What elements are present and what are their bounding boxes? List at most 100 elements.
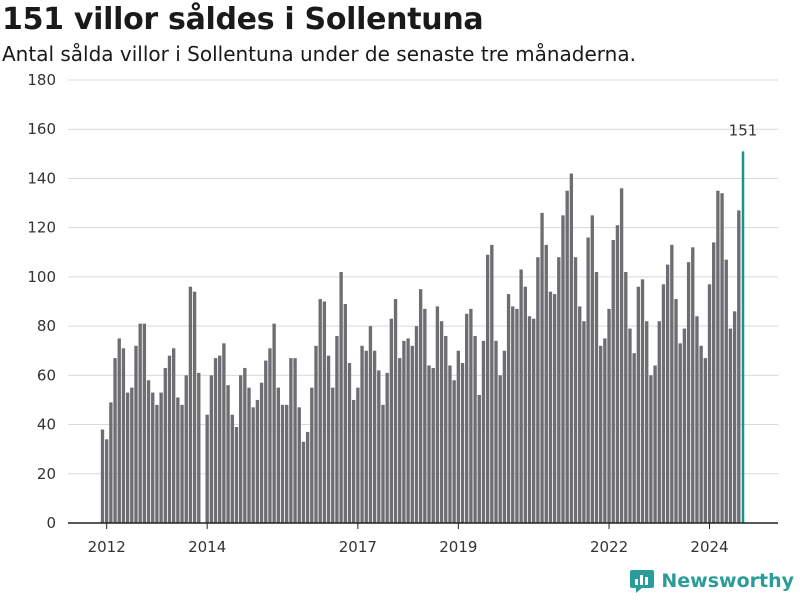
bar — [586, 237, 590, 523]
bar — [314, 345, 318, 523]
bar — [414, 326, 419, 523]
bar — [352, 399, 356, 523]
bar — [519, 269, 523, 523]
x-tick-label: 2022 — [590, 538, 628, 556]
brand-name: Newsworthy — [661, 570, 794, 592]
bar — [138, 323, 142, 523]
bar — [485, 254, 490, 523]
bar — [326, 355, 331, 523]
bar — [197, 372, 201, 523]
bar — [285, 404, 289, 523]
newsworthy-logo-icon — [630, 570, 655, 593]
y-tick-label: 0 — [46, 514, 56, 532]
bar — [259, 382, 264, 523]
bar — [393, 299, 398, 523]
bar — [670, 244, 674, 523]
bar — [230, 414, 234, 523]
bar — [255, 399, 260, 523]
bar — [347, 363, 352, 523]
bar — [536, 257, 540, 523]
bar — [431, 367, 435, 523]
bar — [439, 321, 444, 523]
bar — [724, 259, 728, 523]
bar — [632, 353, 636, 523]
bar — [310, 387, 314, 523]
y-tick-label: 20 — [37, 465, 56, 483]
bar — [678, 343, 682, 523]
bar — [218, 355, 222, 523]
x-tick-label: 2012 — [88, 538, 126, 556]
bar — [176, 397, 180, 523]
bar — [661, 284, 666, 523]
bar — [682, 328, 687, 523]
bar — [418, 289, 423, 523]
bar — [607, 308, 611, 523]
bar — [180, 404, 184, 523]
bar — [238, 375, 243, 523]
bar — [339, 271, 343, 523]
bar — [645, 321, 649, 523]
bar — [427, 365, 431, 523]
x-tick-label: 2024 — [690, 538, 728, 556]
bar — [146, 380, 151, 523]
bar — [100, 429, 105, 523]
bar — [506, 294, 511, 523]
bar — [741, 151, 745, 523]
bar — [444, 335, 448, 523]
bar — [515, 308, 519, 523]
bar — [343, 303, 347, 523]
bar — [490, 244, 494, 523]
bar — [372, 350, 377, 523]
bar — [624, 271, 628, 523]
bar — [151, 392, 155, 523]
bar — [389, 318, 394, 523]
x-tick-label: 2019 — [439, 538, 477, 556]
y-tick-label: 180 — [27, 71, 56, 89]
bar — [477, 395, 481, 523]
bar — [649, 375, 653, 523]
bar — [163, 367, 167, 523]
bar — [573, 257, 578, 523]
bar — [402, 340, 406, 523]
bar — [473, 335, 477, 523]
bar — [703, 358, 707, 523]
bar — [452, 380, 456, 523]
bar — [636, 286, 641, 523]
bar — [619, 188, 624, 524]
bar — [410, 345, 414, 523]
bar — [155, 404, 159, 523]
bar — [728, 328, 733, 523]
bar — [322, 301, 327, 523]
bar — [398, 358, 402, 523]
bar — [737, 210, 741, 523]
bar — [732, 311, 737, 523]
bar — [276, 387, 280, 523]
bar — [561, 215, 565, 523]
bar — [657, 321, 661, 523]
bar — [243, 367, 247, 523]
bar — [695, 316, 699, 523]
bar — [527, 316, 532, 523]
y-tick-label: 80 — [37, 317, 56, 335]
bar — [502, 350, 507, 523]
bar — [590, 215, 594, 523]
bar — [109, 402, 113, 523]
bar — [712, 242, 716, 523]
bar — [247, 387, 251, 523]
bar — [598, 345, 603, 523]
bar — [532, 318, 536, 523]
x-tick-label: 2014 — [188, 538, 226, 556]
bar — [234, 427, 239, 523]
bar — [406, 338, 410, 523]
x-tick-label: 2017 — [339, 538, 377, 556]
bar — [121, 348, 126, 523]
bar — [456, 350, 461, 523]
bar — [105, 439, 109, 523]
x-axis: 2012 2014 2017 2019 2022 2024 — [68, 522, 778, 556]
bar — [691, 247, 695, 523]
bar — [360, 345, 364, 523]
bar — [331, 387, 335, 523]
bar — [686, 262, 691, 523]
bar — [385, 372, 389, 523]
bar — [167, 355, 172, 523]
